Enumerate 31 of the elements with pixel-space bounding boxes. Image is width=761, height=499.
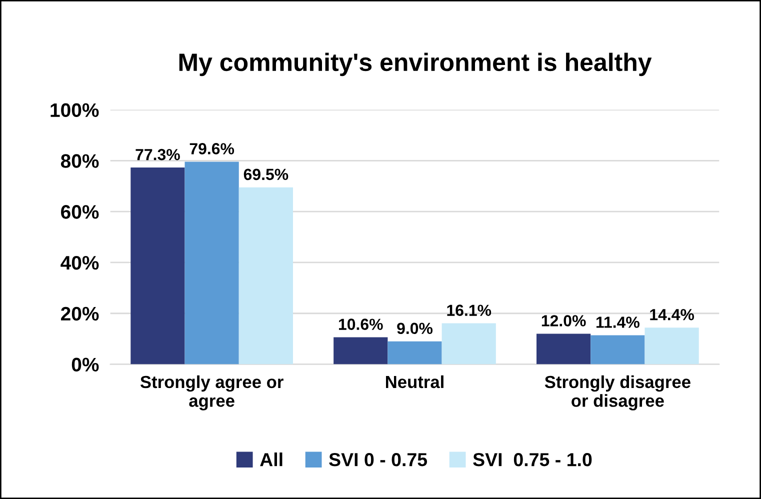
- bar: [536, 334, 591, 364]
- data-label: 79.6%: [190, 143, 234, 154]
- y-tick-label: 20%: [60, 306, 99, 321]
- x-tick-label: Strongly disagree or disagree: [544, 375, 690, 410]
- chart-title: My community's environment is healthy: [179, 52, 652, 76]
- data-label: 9.0%: [397, 322, 433, 334]
- y-tick-label: 80%: [60, 154, 99, 168]
- data-label: 77.3%: [136, 148, 180, 160]
- bar: [590, 335, 645, 364]
- y-tick-label: 40%: [60, 256, 99, 270]
- bar: [442, 323, 496, 364]
- x-tick-label: Neutral: [386, 375, 444, 388]
- y-tick-label: 0%: [72, 358, 99, 372]
- bar: [130, 168, 185, 364]
- legend-label: SVI 0.75 - 1.0: [473, 452, 592, 466]
- bar: [334, 337, 388, 364]
- legend-label: SVI 0 - 0.75: [329, 452, 428, 466]
- y-tick-label: 100%: [50, 103, 99, 118]
- data-label: 10.6%: [338, 318, 383, 330]
- data-label: 14.4%: [650, 309, 694, 320]
- data-label: 69.5%: [244, 168, 288, 180]
- y-tick-label: 60%: [61, 205, 99, 219]
- data-label: 12.0%: [542, 315, 586, 326]
- legend-label: All: [260, 452, 282, 466]
- bar: [644, 328, 699, 364]
- bar: [184, 162, 239, 364]
- data-label: 11.4%: [596, 316, 640, 328]
- x-tick-label: Strongly agree or agree: [140, 375, 284, 410]
- bar: [238, 187, 293, 364]
- data-label: 16.1%: [447, 304, 492, 316]
- bar: [388, 341, 442, 364]
